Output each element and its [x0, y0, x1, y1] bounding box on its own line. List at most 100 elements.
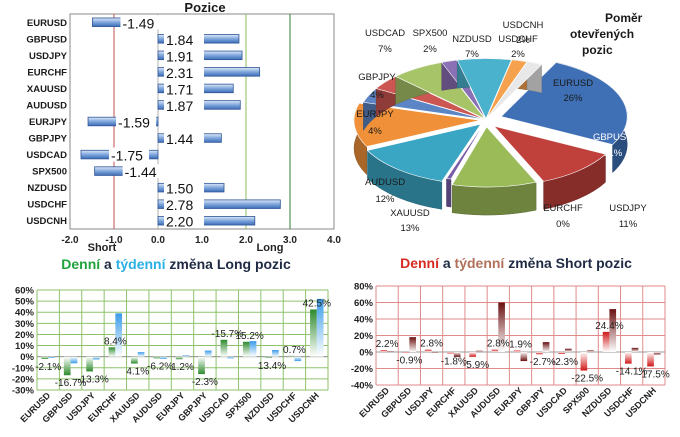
- weekly-change-bar: [409, 337, 417, 352]
- data-label: 24.4%: [595, 321, 623, 332]
- pie-slice: [493, 125, 607, 182]
- weekly-change-bar: [227, 356, 234, 359]
- category-label: EURCHF: [27, 67, 67, 78]
- x-tick-label: 0.0: [151, 235, 165, 246]
- pie-slice-label: USDJPY: [609, 203, 647, 214]
- pie-slice-label: USDCAD: [365, 28, 405, 39]
- pie-slice-label: USDCHF: [498, 34, 538, 45]
- long-label: Long: [257, 242, 284, 254]
- chart-title-part: týdenní: [455, 255, 506, 271]
- y-tick-label: -10%: [12, 363, 35, 374]
- category-label: NZDUSD: [27, 183, 67, 194]
- category-label: EURUSD: [27, 18, 67, 29]
- weekly-change-bar: [48, 356, 55, 358]
- data-label: -17.5%: [638, 369, 670, 380]
- chart-title-part: týdenní: [116, 256, 167, 272]
- y-tick-label: 40%: [15, 308, 35, 319]
- daily-change-bar: [380, 350, 388, 352]
- pie-slice-percent: 4%: [370, 90, 384, 101]
- weekly-change-bar: [653, 352, 661, 355]
- data-label: -22.5%: [571, 374, 603, 385]
- pie-slice: [353, 102, 481, 147]
- data-label: 0.7%: [283, 345, 306, 356]
- y-tick-label: 10%: [15, 341, 35, 352]
- chart-title-part: Denní: [400, 255, 440, 271]
- category-label: USDCAD: [26, 150, 67, 161]
- daily-change-bar: [220, 339, 228, 357]
- weekly-change-bar: [70, 356, 78, 364]
- daily-change-bar: [41, 356, 49, 359]
- data-label: 2.8%: [487, 339, 510, 350]
- data-label: 1.9%: [509, 339, 532, 350]
- category-label: USDCNH: [26, 216, 67, 227]
- value-label: 1.71: [166, 81, 193, 97]
- pie-slice-percent: 0%: [556, 219, 570, 230]
- position-bar: [157, 216, 256, 226]
- category-label: EURJPY: [29, 117, 68, 128]
- weekly-change-bar: [272, 350, 279, 357]
- weekly-change-bar: [476, 350, 483, 352]
- daily-change-bar: [86, 356, 93, 372]
- x-tick-label: 1.0: [195, 235, 209, 246]
- weekly-change-bar: [587, 350, 594, 352]
- pie-slice-label: SPX500: [413, 28, 448, 39]
- data-label: 42.5%: [303, 298, 331, 309]
- weekly-change-bar: [564, 348, 572, 352]
- daily-change-bar: [580, 352, 588, 371]
- daily-change-bar: [602, 331, 610, 352]
- value-label: -1.44: [125, 164, 157, 180]
- x-tick-label: 4.0: [327, 235, 341, 246]
- pie-slice-label: AUDUSD: [365, 177, 405, 188]
- category-label: GBPUSD: [26, 34, 67, 45]
- y-tick-label: 30%: [15, 319, 35, 330]
- weekly-change-bar: [453, 352, 461, 357]
- value-label-bg: [116, 114, 157, 129]
- chart-title-part: Denní: [61, 256, 101, 272]
- chart-title: Denní a týdenní změna Long pozic: [61, 256, 291, 272]
- daily-change-bar: [447, 352, 454, 354]
- daily-change-bar: [131, 356, 138, 364]
- pie-title-line: pozic: [582, 43, 613, 57]
- value-label: -1.75: [111, 148, 143, 164]
- pie-slice-percent: 13%: [400, 223, 420, 234]
- daily-change-bar: [198, 356, 205, 375]
- pie-slice-percent: 11%: [604, 148, 623, 159]
- pie-slice-label: XAUUSD: [390, 208, 430, 219]
- y-tick-label: -20%: [351, 364, 374, 375]
- data-label: 2.2%: [376, 339, 399, 350]
- pie-slice: [445, 121, 486, 180]
- pie-slice: [486, 61, 543, 119]
- position-bar: [157, 199, 281, 209]
- pie-slice-percent: 7%: [465, 49, 479, 60]
- pie-slice: [394, 62, 486, 120]
- category-label: SPX500: [32, 167, 67, 178]
- value-label-bg: [164, 131, 204, 146]
- daily-change-bar: [424, 349, 432, 352]
- pie-slice-label: EURCHF: [543, 203, 583, 214]
- daily-change-bar: [175, 356, 183, 360]
- pie-slice: [500, 62, 628, 145]
- data-label: 2.8%: [420, 339, 443, 350]
- pie-slice-label: GBPJPY: [358, 72, 396, 83]
- value-label-bg: [109, 147, 149, 162]
- y-tick-label: 60%: [354, 298, 374, 309]
- pie-slice-percent: 7%: [378, 44, 392, 55]
- y-tick-label: 20%: [15, 330, 35, 341]
- daily-change-bar: [108, 347, 116, 357]
- daily-change-bar: [63, 356, 71, 376]
- chart-title-part: změna Long pozic: [166, 256, 291, 272]
- y-tick-label: 0%: [359, 348, 373, 359]
- weekly-change-bar: [498, 302, 505, 352]
- weekly-change-bar: [204, 350, 212, 357]
- data-label: -2.3%: [552, 357, 578, 368]
- pie-slice-side: [446, 178, 452, 208]
- pie-slice-percent: 26%: [563, 93, 583, 104]
- weekly-change-bar: [316, 298, 324, 357]
- weekly-change-bar: [631, 347, 639, 352]
- weekly-change-bar: [387, 351, 394, 352]
- y-tick-label: 20%: [354, 331, 374, 342]
- daily-change-bar: [536, 352, 543, 355]
- pie-slice-percent: 4%: [368, 126, 382, 137]
- daily-change-bar: [310, 309, 317, 357]
